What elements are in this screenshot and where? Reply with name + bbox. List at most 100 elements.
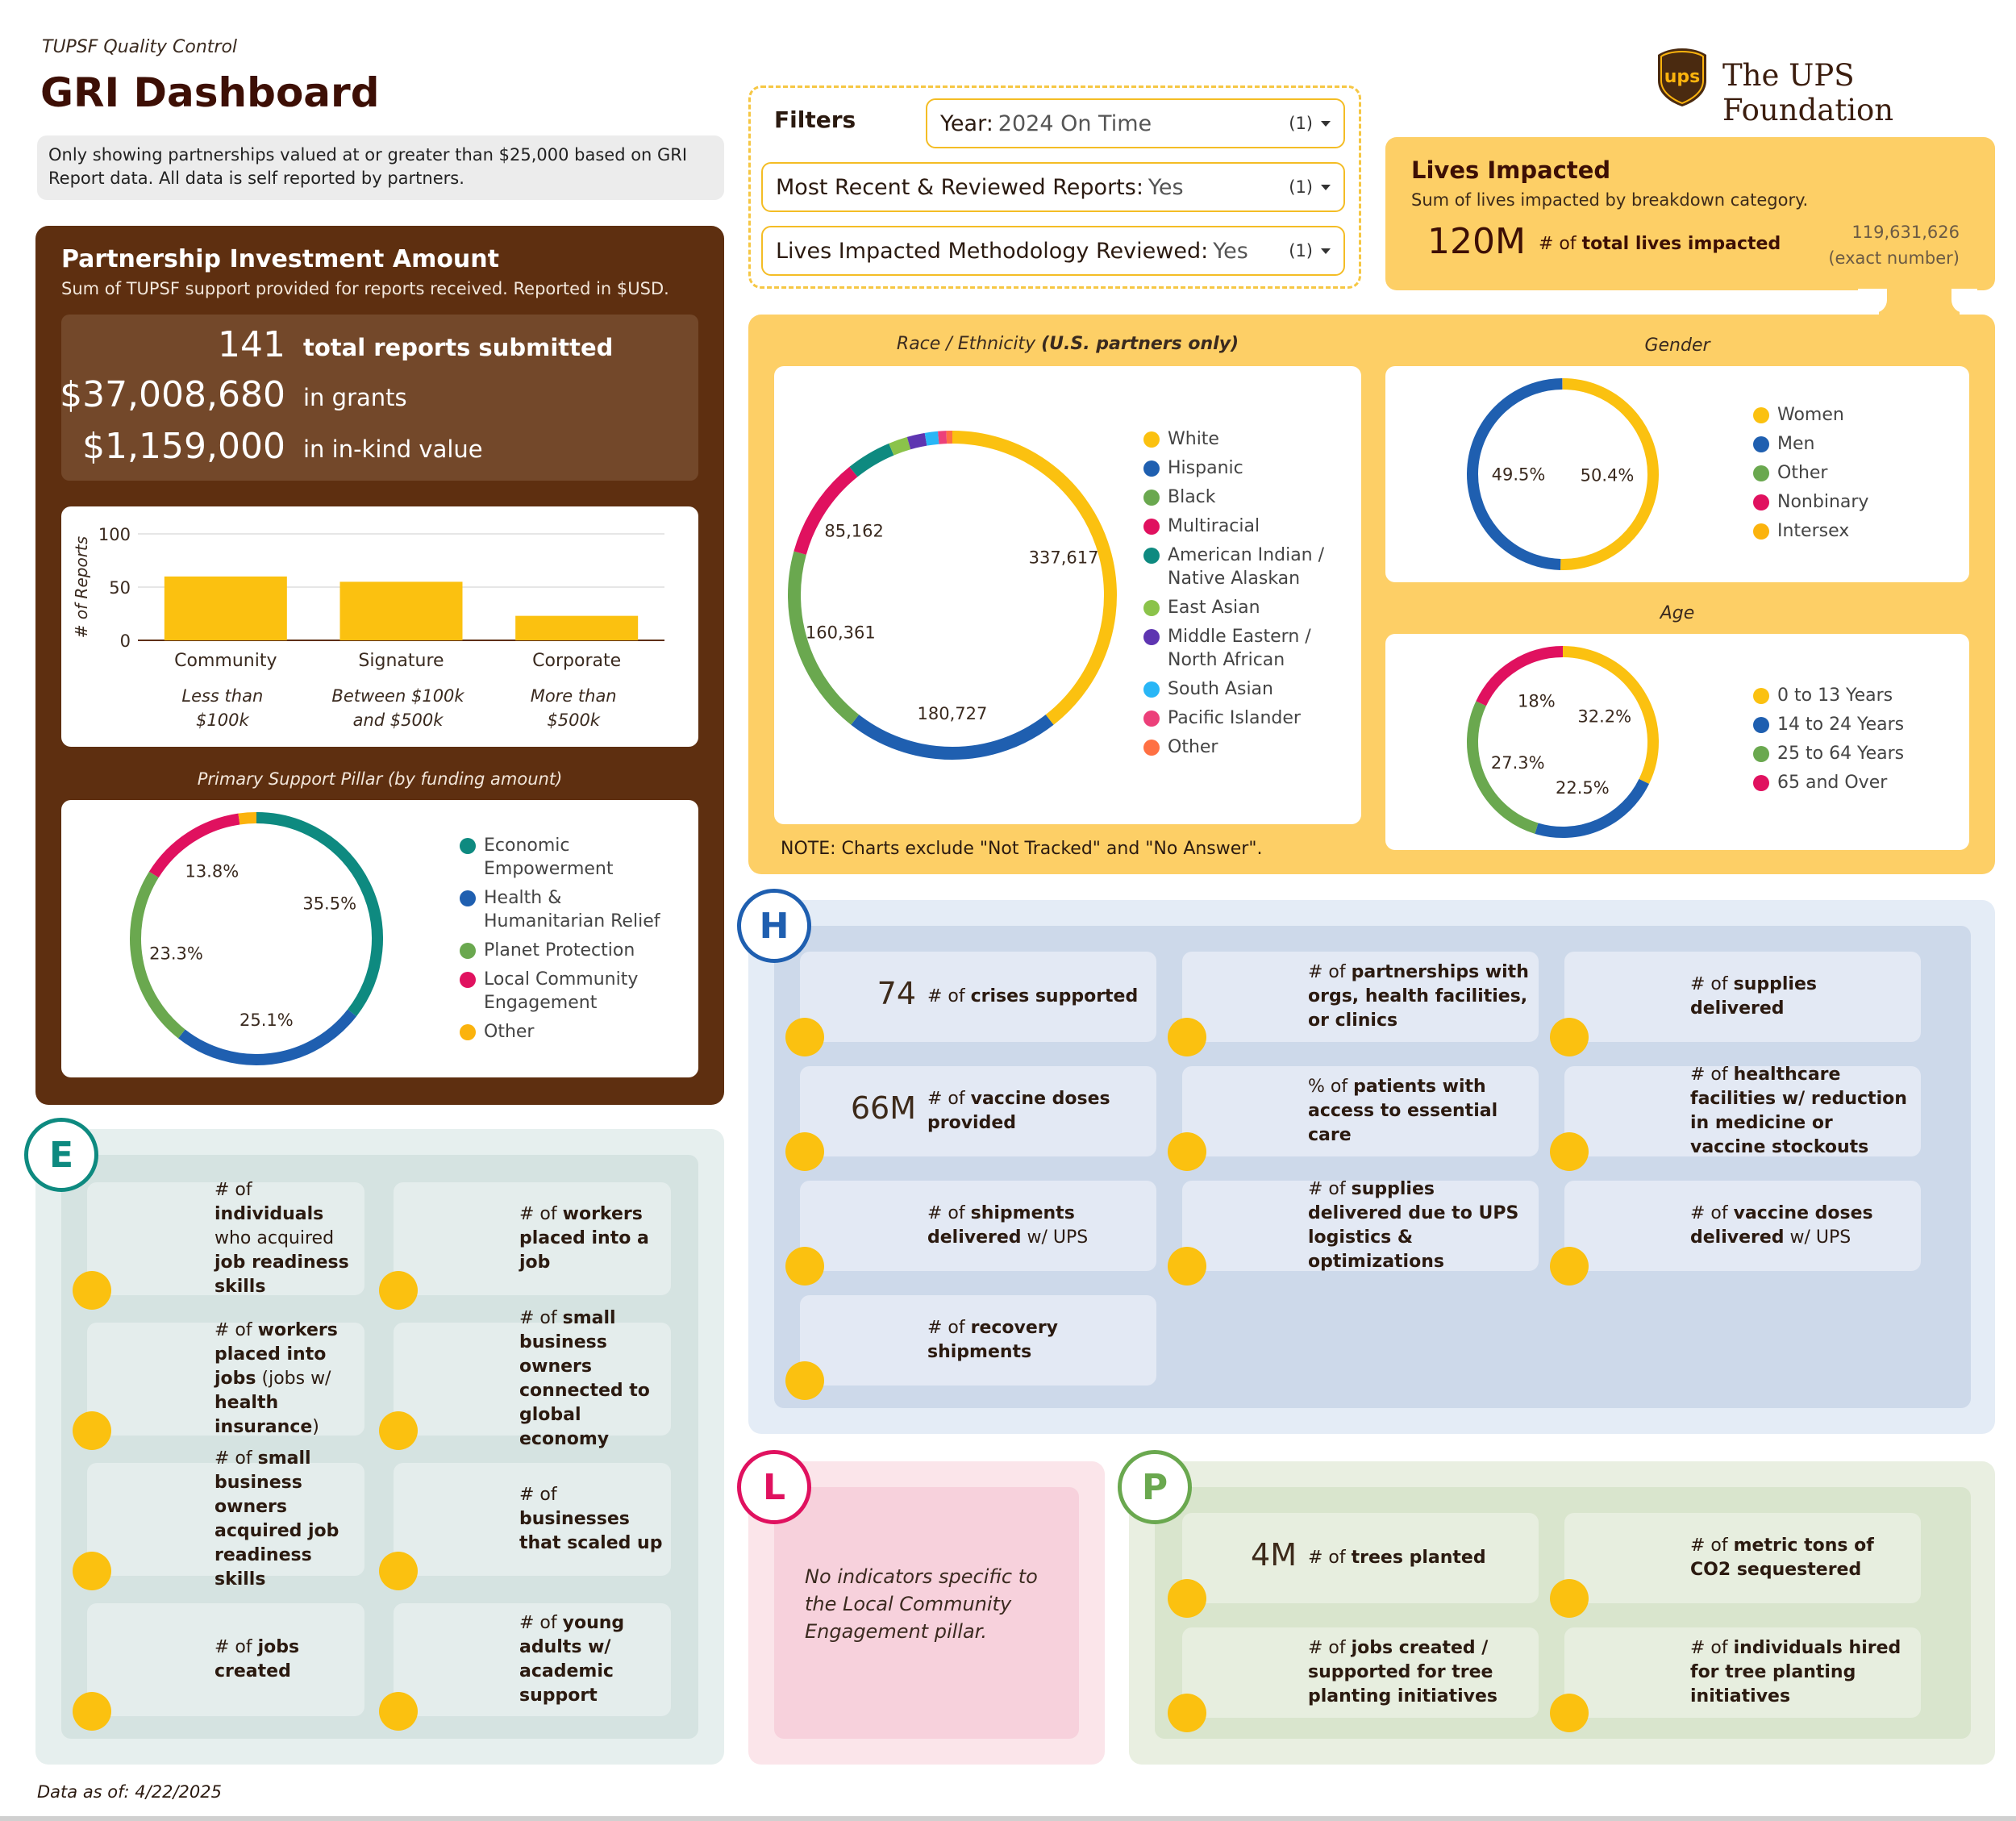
filter-methodology[interactable]: Lives Impacted Methodology Reviewed: Yes… bbox=[761, 226, 1345, 276]
legend-item: 0 to 13 Years bbox=[1753, 684, 1904, 707]
planet-indicator-tile: 4M # of trees planted bbox=[1182, 1513, 1539, 1603]
economic-indicator-tile: # of young adults w/ academic support bbox=[394, 1603, 671, 1716]
legend-dot-icon bbox=[460, 972, 476, 988]
age-chart-card: 32.2% 22.5% 27.3% 18% bbox=[1385, 634, 1969, 850]
filter-recent-reports[interactable]: Most Recent & Reviewed Reports: Yes (1) bbox=[761, 162, 1345, 212]
donut-slice bbox=[1562, 646, 1659, 785]
legend-dot-icon bbox=[1753, 688, 1769, 704]
category-sublabel: More than bbox=[531, 686, 617, 706]
donut-slice bbox=[906, 432, 927, 450]
health-indicator-tile: 74 # of crises supported bbox=[800, 952, 1156, 1042]
category-sublabel: Between $100k bbox=[331, 686, 464, 706]
legend-item: Local Community Engagement bbox=[460, 968, 660, 1015]
donut-data-label: 13.8% bbox=[185, 861, 239, 881]
lives-subtitle: Sum of lives impacted by breakdown categ… bbox=[1411, 190, 1809, 210]
lives-label-prefix: # of bbox=[1539, 234, 1582, 254]
economic-indicator-tile: # of small business owners connected to … bbox=[394, 1308, 671, 1449]
legend-item: Hispanic bbox=[1143, 456, 1324, 480]
legend-item: Other bbox=[460, 1020, 660, 1044]
legend-dot-icon bbox=[1753, 436, 1769, 452]
ups-logo-icon: ups bbox=[1658, 48, 1706, 106]
pillar-legend: Economic Empowerment Health & Humanitarian … bbox=[460, 834, 660, 1049]
health-indicator-tile: 66M # of vaccine doses provided bbox=[800, 1066, 1156, 1156]
legend-dot-icon bbox=[1143, 681, 1160, 698]
bar bbox=[164, 576, 287, 640]
donut-data-label: 337,617 bbox=[1029, 548, 1099, 567]
economic-indicator-tile: # of jobs created bbox=[87, 1603, 364, 1716]
indicator-label: # of vaccine doses delivered w/ UPS bbox=[1690, 1203, 1873, 1248]
section-local-inner bbox=[774, 1487, 1079, 1739]
section-l-badge: L bbox=[737, 1450, 811, 1524]
filter-year-value: 2024 On Time bbox=[998, 110, 1152, 136]
grants-label: in grants bbox=[303, 384, 407, 411]
legend-item: 25 to 64 Years bbox=[1753, 742, 1904, 765]
economic-indicator-tile: # of businesses that scaled up bbox=[394, 1463, 671, 1576]
legend-label: Multiracial bbox=[1168, 516, 1260, 536]
filter-year[interactable]: Year: 2024 On Time (1) bbox=[926, 98, 1345, 148]
lives-title: Lives Impacted bbox=[1411, 156, 1611, 184]
legend-dot-icon bbox=[1143, 548, 1160, 564]
legend-dot-icon bbox=[1143, 600, 1160, 616]
race-chart-card: 337,617 180,727 160,361 85,162 bbox=[774, 366, 1361, 824]
bottom-divider bbox=[0, 1816, 2016, 1821]
status-dot-icon bbox=[379, 1411, 418, 1450]
status-dot-icon bbox=[1168, 1018, 1206, 1056]
legend-label: Black bbox=[1168, 487, 1216, 507]
bar bbox=[515, 615, 639, 640]
donut-slice bbox=[952, 431, 1117, 725]
section-h-badge: H bbox=[737, 889, 811, 963]
legend-item: Health & Humanitarian Relief bbox=[460, 886, 660, 933]
legend-dot-icon bbox=[1753, 494, 1769, 510]
reports-value: 141 bbox=[218, 324, 285, 365]
status-dot-icon bbox=[785, 1132, 824, 1171]
lives-exact: 119,631,626 (exact number) bbox=[1814, 219, 1960, 271]
status-dot-icon bbox=[785, 1361, 824, 1400]
status-dot-icon bbox=[785, 1018, 824, 1056]
legend-item: East Asian bbox=[1143, 596, 1324, 619]
donut-slice bbox=[1560, 378, 1659, 570]
health-indicator-tile: # of partnerships with orgs, health faci… bbox=[1182, 952, 1539, 1042]
legend-label: Health & Humanitarian Relief bbox=[484, 888, 660, 931]
legend-dot-icon bbox=[1143, 431, 1160, 448]
inkind-label: in in-kind value bbox=[303, 435, 483, 463]
legend-item: Men bbox=[1753, 432, 1868, 456]
lives-label: # of total lives impacted bbox=[1539, 234, 1781, 254]
health-indicator-tile: # of shipments delivered w/ UPS bbox=[800, 1181, 1156, 1271]
x-tick-label: Corporate bbox=[532, 651, 621, 671]
legend-label: Intersex bbox=[1777, 521, 1850, 541]
race-donut-chart: 337,617 180,727 160,361 85,162 bbox=[788, 431, 1117, 760]
indicator-label: # of workers placed into a job bbox=[519, 1204, 649, 1273]
legend-dot-icon bbox=[1753, 465, 1769, 481]
legend-dot-icon bbox=[460, 943, 476, 959]
filter-year-count: (1) bbox=[1289, 114, 1313, 133]
legend-label: Pacific Islander bbox=[1168, 708, 1301, 728]
data-as-of: Data as of: 4/22/2025 bbox=[37, 1782, 222, 1802]
legend-item: 14 to 24 Years bbox=[1753, 713, 1904, 736]
indicator-label: # of partnerships with orgs, health faci… bbox=[1308, 962, 1529, 1031]
health-indicator-tile: # of supplies delivered due to UPS logis… bbox=[1182, 1179, 1539, 1272]
legend-item: Women bbox=[1753, 403, 1868, 427]
legend-label: White bbox=[1168, 429, 1219, 449]
ups-logo-text: ups bbox=[1664, 67, 1701, 87]
legend-label: Economic Empowerment bbox=[484, 835, 614, 879]
legend-item: Multiracial bbox=[1143, 515, 1324, 538]
x-tick-label: Signature bbox=[358, 651, 444, 671]
health-indicator-tile: # of recovery shipments bbox=[800, 1295, 1156, 1386]
donut-slice bbox=[793, 466, 858, 555]
status-dot-icon bbox=[1168, 1579, 1206, 1618]
status-dot-icon bbox=[1168, 1132, 1206, 1171]
indicator-label: # of recovery shipments bbox=[927, 1318, 1059, 1362]
indicator-label: # of vaccine doses provided bbox=[927, 1089, 1110, 1133]
reports-bar-chart: 100 50 0 # of Reports Community Less than $100… bbox=[72, 525, 664, 730]
legend-dot-icon bbox=[460, 1024, 476, 1040]
indicator-label: # of metric tons of CO2 sequestered bbox=[1690, 1536, 1874, 1580]
status-dot-icon bbox=[379, 1552, 418, 1590]
status-dot-icon bbox=[1550, 1247, 1589, 1286]
race-chart-title-text: Race / Ethnicity bbox=[896, 334, 1036, 354]
section-e-badge: E bbox=[24, 1118, 98, 1192]
legend-dot-icon bbox=[1143, 460, 1160, 477]
economic-indicator-tile: # of workers placed into a job bbox=[394, 1182, 671, 1295]
legend-item: Planet Protection bbox=[460, 939, 660, 962]
status-dot-icon bbox=[73, 1411, 111, 1450]
indicator-label: # of jobs created bbox=[215, 1637, 300, 1681]
